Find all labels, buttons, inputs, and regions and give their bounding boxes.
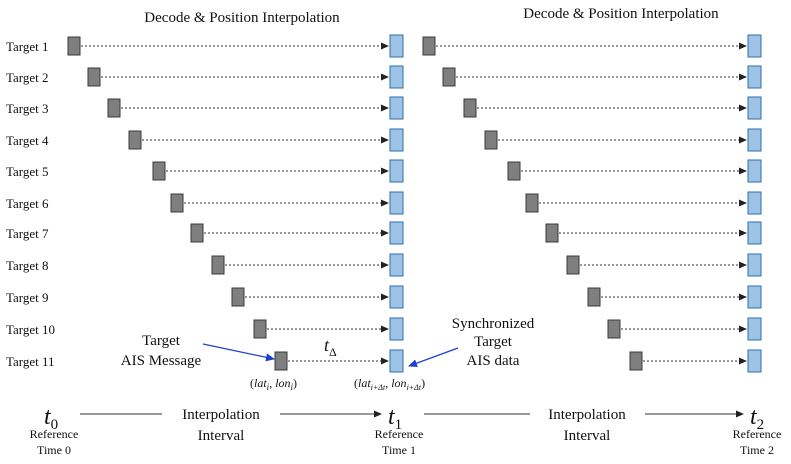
target-label-2: Target 2 <box>6 70 49 85</box>
sync-data-box-left-4 <box>389 128 404 152</box>
target-label-10: Target 10 <box>6 322 55 337</box>
t-delta-label: tΔ <box>324 335 337 359</box>
ais-message-label-line2: AIS Message <box>121 353 202 369</box>
target-label-6: Target 6 <box>6 196 49 211</box>
ais-message-box-right-1 <box>422 36 436 56</box>
sync-data-box-right-5 <box>747 159 762 183</box>
ais-message-box-right-6 <box>525 193 539 213</box>
interval-2-label-line2: Interval <box>564 428 611 444</box>
time-t0-symbol: t0 <box>44 404 58 433</box>
time-1-label-line2: Time 1 <box>382 443 416 457</box>
sync-data-box-left-1 <box>389 34 404 58</box>
time-t1-symbol: t1 <box>388 404 402 433</box>
sync-data-box-right-11 <box>747 349 762 373</box>
ais-message-box-left-3 <box>107 98 121 118</box>
target-label-3: Target 3 <box>6 101 49 116</box>
sync-data-box-left-5 <box>389 159 404 183</box>
time-0-label-line1: Reference <box>30 427 79 441</box>
sync-pointer-arrow <box>408 347 459 367</box>
time-0-label-line2: Time 0 <box>37 443 71 457</box>
ais-message-box-right-3 <box>463 98 477 118</box>
target-label-4: Target 4 <box>6 133 49 148</box>
sync-data-box-right-9 <box>747 285 762 309</box>
ais-message-box-left-1 <box>67 36 81 56</box>
target-label-5: Target 5 <box>6 164 49 179</box>
ais-message-box-left-10 <box>253 319 267 339</box>
time-2-label-line1: Reference <box>733 427 782 441</box>
sync-data-box-right-4 <box>747 128 762 152</box>
ais-message-box-right-10 <box>607 319 621 339</box>
panel-title-right: Decode & Position Interpolation <box>523 6 719 22</box>
ais-message-box-left-9 <box>231 287 245 307</box>
sync-data-box-right-3 <box>747 96 762 120</box>
time-t2-symbol: t2 <box>750 404 764 433</box>
time-2-label-line2: Time 2 <box>740 443 774 457</box>
interval-1-label-line1: Interpolation <box>182 407 260 423</box>
sync-label-line2: Target <box>474 334 513 350</box>
sync-data-box-right-10 <box>747 317 762 341</box>
ais-message-box-left-7 <box>190 223 204 243</box>
ais-message-box-left-6 <box>170 193 184 213</box>
target-label-1: Target 1 <box>6 39 49 54</box>
sync-data-box-left-10 <box>389 317 404 341</box>
sync-data-box-right-2 <box>747 65 762 89</box>
sync-data-box-right-1 <box>747 34 762 58</box>
ais-message-box-right-7 <box>545 223 559 243</box>
ais-message-box-left-2 <box>87 67 101 87</box>
ais-message-box-right-8 <box>566 255 580 275</box>
ais-message-pointer-arrow <box>202 343 275 362</box>
ais-message-label-line1: Target <box>142 333 181 349</box>
sync-data-box-left-7 <box>389 221 404 245</box>
sync-data-box-right-8 <box>747 253 762 277</box>
target-label-11: Target 11 <box>6 354 55 369</box>
ais-message-box-left-11 <box>274 351 288 371</box>
sync-data-box-right-6 <box>747 191 762 215</box>
ais-message-box-right-4 <box>484 130 498 150</box>
input-coordinates: (lati, loni) <box>250 376 297 392</box>
sync-data-box-right-7 <box>747 221 762 245</box>
output-coordinates: (lati+Δt, loni+Δt) <box>354 376 425 392</box>
target-label-7: Target 7 <box>6 226 49 241</box>
ais-message-box-left-4 <box>128 130 142 150</box>
ais-message-box-left-5 <box>152 161 166 181</box>
target-label-9: Target 9 <box>6 290 49 305</box>
interval-1-label-line2: Interval <box>198 428 245 444</box>
ais-message-box-right-5 <box>507 161 521 181</box>
sync-label-line3: AIS data <box>467 353 520 369</box>
sync-data-box-left-3 <box>389 96 404 120</box>
sync-data-box-left-11 <box>389 349 404 373</box>
ais-message-box-right-9 <box>587 287 601 307</box>
sync-data-box-left-6 <box>389 191 404 215</box>
time-1-label-line1: Reference <box>375 427 424 441</box>
sync-data-box-left-8 <box>389 253 404 277</box>
ais-message-box-left-8 <box>211 255 225 275</box>
panel-title-left: Decode & Position Interpolation <box>144 10 340 26</box>
sync-data-box-left-2 <box>389 65 404 89</box>
ais-message-box-right-11 <box>629 351 643 371</box>
interval-2-label-line1: Interpolation <box>548 407 626 423</box>
sync-label-line1: Synchronized <box>452 316 535 332</box>
ais-message-box-right-2 <box>442 67 456 87</box>
target-label-8: Target 8 <box>6 258 49 273</box>
target-rows: Target 1 Target 2 Target 3 Target 4 Target 5… <box>6 34 762 373</box>
sync-data-box-left-9 <box>389 285 404 309</box>
